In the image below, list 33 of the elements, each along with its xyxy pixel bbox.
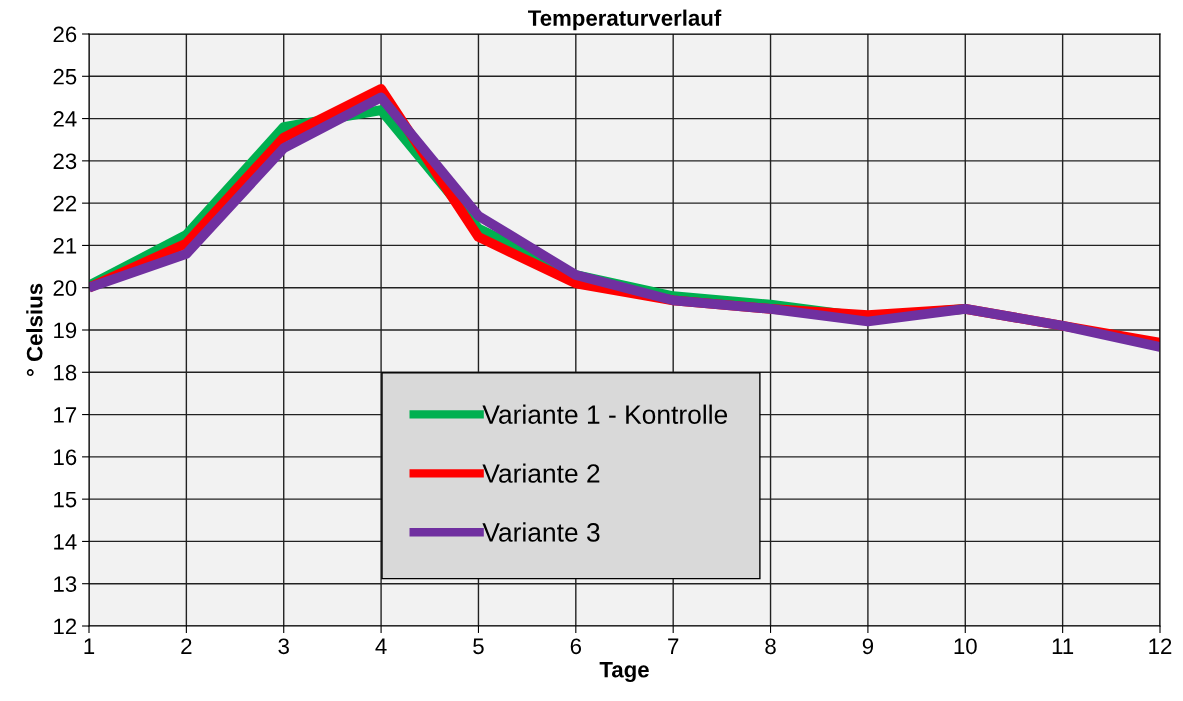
x-tick-label: 8	[765, 638, 776, 655]
x-tick-label: 4	[375, 638, 387, 654]
legend-label: Variante 2	[482, 463, 600, 483]
y-tick-label: 23	[53, 153, 77, 170]
y-tick-label: 16	[54, 449, 77, 466]
x-tick-label: 9	[862, 638, 874, 655]
chart-title: Temperaturverlauf	[528, 9, 722, 31]
y-tick-label: 12	[54, 618, 77, 635]
x-tick-label: 5	[473, 638, 484, 655]
x-tick-label: 3	[278, 638, 289, 655]
legend-label: Variante 1 - Kontrolle	[482, 404, 728, 424]
x-tick-label: 10	[954, 638, 977, 655]
y-tick-label: 13	[54, 576, 77, 592]
y-tick-label: 21	[53, 237, 77, 254]
y-tick-label: 14	[54, 534, 77, 550]
y-tick-label: 17	[54, 407, 77, 423]
y-tick-label: 18	[54, 364, 77, 381]
x-tick-label: 7	[668, 638, 679, 654]
x-tick-label: 11	[1052, 638, 1074, 654]
y-tick-label: 25	[53, 68, 77, 85]
y-tick-label: 26	[53, 26, 77, 43]
x-tick-label: 12	[1149, 638, 1172, 654]
x-tick-label: 1	[84, 638, 95, 654]
y-tick-label: 19	[54, 322, 77, 339]
x-tick-label: 2	[181, 638, 192, 654]
y-tick-label: 15	[54, 491, 77, 508]
x-tick-label: 6	[570, 638, 582, 655]
y-tick-label: 22	[53, 195, 77, 212]
x-axis-title: Tage	[599, 662, 649, 683]
y-axis-title: ° Celsius	[26, 283, 43, 377]
y-tick-label: 20	[53, 280, 77, 296]
y-tick-label: 24	[53, 111, 77, 127]
legend-label: Variante 3	[482, 522, 600, 542]
